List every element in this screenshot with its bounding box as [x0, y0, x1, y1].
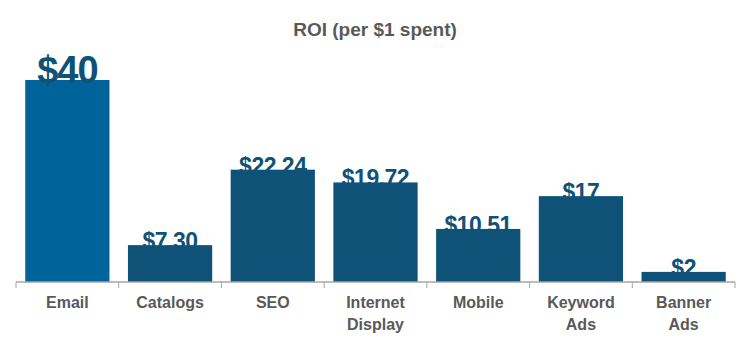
category-separator	[118, 282, 119, 288]
category-separator	[735, 282, 736, 288]
category-label-line: SEO	[256, 294, 290, 311]
bars	[25, 80, 726, 282]
bar	[333, 182, 417, 282]
category-label: Email	[46, 294, 89, 311]
chart-svg: ROI (per $1 spent)$40Email$7.30Catalogs$…	[0, 0, 751, 346]
category-label: Banner Ads	[656, 294, 711, 333]
labels: $40 Email $7.30 Catalogs $22.24 SEO $19.72 Inte…	[37, 49, 711, 333]
bar	[25, 80, 109, 282]
category-separator	[632, 282, 633, 288]
data-label: $19.72	[342, 165, 409, 191]
category-label-line: Catalogs	[136, 294, 204, 311]
category-label-line: Email	[46, 294, 89, 311]
category-label: Mobile	[453, 294, 504, 311]
data-label: $22.24	[239, 153, 307, 179]
bar	[231, 170, 315, 282]
data-label: $2	[671, 255, 696, 281]
category-label-line: Ads	[669, 316, 699, 333]
category-label: Catalogs	[136, 294, 204, 311]
category-label: SEO	[256, 294, 290, 311]
data-label: $40	[37, 49, 97, 91]
category-separator	[529, 282, 530, 288]
data-label: $17	[562, 179, 599, 205]
bar	[539, 196, 623, 282]
category-label-line: Ads	[566, 316, 596, 333]
data-label: $7.30	[143, 228, 198, 254]
category-label: Internet Display	[346, 294, 405, 333]
category-label-line: Internet	[346, 294, 405, 311]
category-label: Keyword Ads	[547, 294, 615, 333]
data-label: $10.51	[445, 212, 513, 238]
category-label-line: Banner	[656, 294, 711, 311]
category-separator	[221, 282, 222, 288]
chart: ROI (per $1 spent)$40Email$7.30Catalogs$…	[0, 0, 751, 346]
x-axis	[16, 281, 735, 283]
category-separator	[324, 282, 325, 288]
title: ROI (per $1 spent)	[293, 19, 457, 40]
category-separator	[16, 282, 17, 288]
category-label-line: Keyword	[547, 294, 615, 311]
category-label-line: Mobile	[453, 294, 504, 311]
category-label-line: Display	[347, 316, 404, 333]
category-separator	[426, 282, 427, 288]
